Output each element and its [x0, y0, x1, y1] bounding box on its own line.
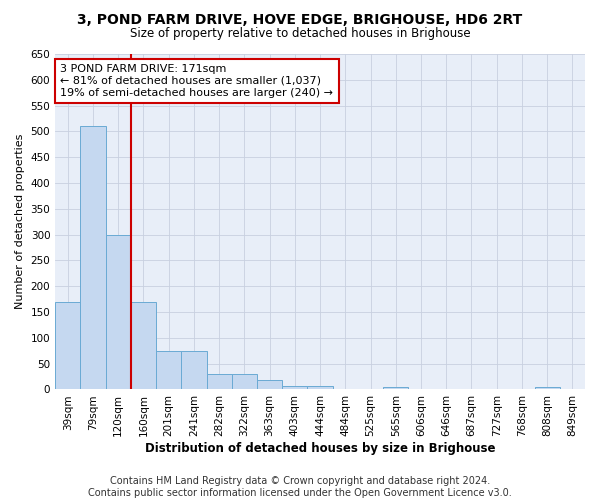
Text: Size of property relative to detached houses in Brighouse: Size of property relative to detached ho…	[130, 28, 470, 40]
Bar	[206, 374, 232, 390]
Bar	[232, 374, 257, 390]
Bar	[307, 386, 332, 390]
Text: 3 POND FARM DRIVE: 171sqm
← 81% of detached houses are smaller (1,037)
19% of se: 3 POND FARM DRIVE: 171sqm ← 81% of detac…	[60, 64, 333, 98]
Y-axis label: Number of detached properties: Number of detached properties	[15, 134, 25, 310]
Bar	[383, 387, 409, 390]
Bar	[156, 351, 181, 390]
Bar	[131, 302, 156, 390]
Bar	[106, 234, 131, 390]
Bar	[282, 386, 307, 390]
Bar	[80, 126, 106, 390]
X-axis label: Distribution of detached houses by size in Brighouse: Distribution of detached houses by size …	[145, 442, 496, 455]
Bar	[181, 351, 206, 390]
Bar	[257, 380, 282, 390]
Text: 3, POND FARM DRIVE, HOVE EDGE, BRIGHOUSE, HD6 2RT: 3, POND FARM DRIVE, HOVE EDGE, BRIGHOUSE…	[77, 12, 523, 26]
Bar	[55, 302, 80, 390]
Text: Contains HM Land Registry data © Crown copyright and database right 2024.
Contai: Contains HM Land Registry data © Crown c…	[88, 476, 512, 498]
Bar	[535, 387, 560, 390]
